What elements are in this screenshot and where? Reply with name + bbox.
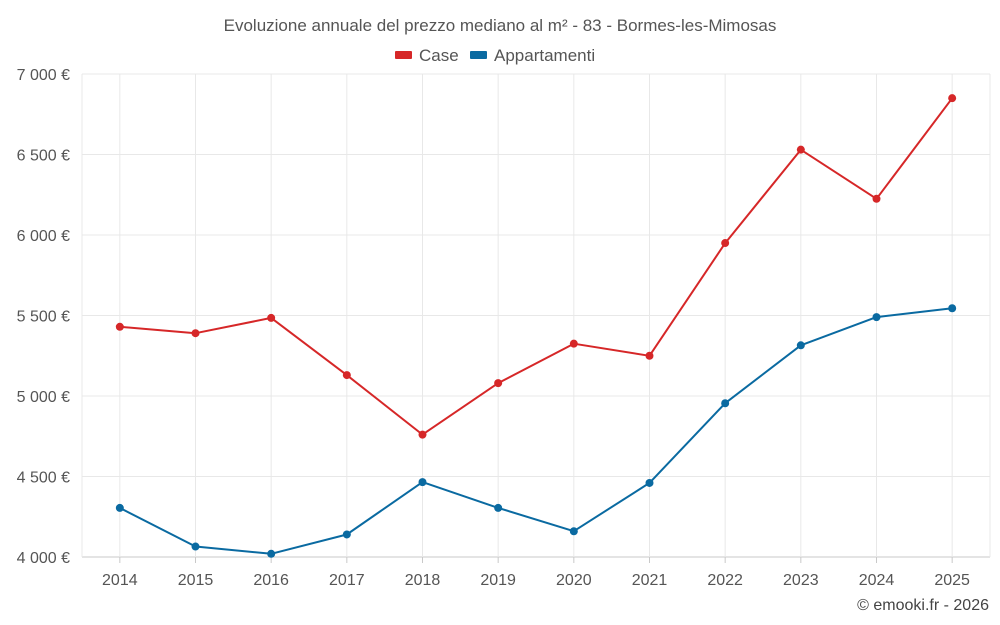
series-points (115, 94, 957, 558)
y-tick-label: 6 500 € (17, 148, 70, 165)
x-tick-label: 2019 (480, 572, 516, 589)
y-axis-labels: 4 000 € 4 500 € 5 000 € 5 500 € 6 000 € 6 500… (17, 67, 70, 567)
data-point-case-2024[interactable] (872, 194, 881, 203)
legend: Case Appartamenti (395, 46, 595, 65)
x-tick-label: 2017 (329, 572, 365, 589)
data-point-appartamenti-2020[interactable] (569, 527, 578, 536)
x-tick-label: 2024 (859, 572, 895, 589)
data-point-case-2019[interactable] (494, 379, 503, 388)
legend-swatch-case (395, 51, 412, 59)
y-tick-label: 6 000 € (17, 228, 70, 245)
data-point-appartamenti-2018[interactable] (418, 478, 427, 487)
data-point-appartamenti-2025[interactable] (948, 304, 957, 313)
data-point-case-2023[interactable] (796, 145, 805, 154)
series-line-appartamenti (119, 307, 953, 555)
y-tick-label: 4 500 € (17, 470, 70, 487)
data-point-appartamenti-2024[interactable] (872, 313, 881, 322)
x-tick-label: 2020 (556, 572, 592, 589)
data-point-case-2025[interactable] (948, 94, 957, 103)
x-gridlines (81, 74, 991, 563)
data-point-appartamenti-2016[interactable] (267, 549, 276, 558)
data-point-case-2016[interactable] (267, 313, 276, 322)
data-point-appartamenti-2019[interactable] (494, 503, 503, 512)
series-line-case (119, 97, 953, 436)
data-point-appartamenti-2021[interactable] (645, 478, 654, 487)
data-point-case-2020[interactable] (569, 339, 578, 348)
x-tick-label: 2014 (102, 572, 138, 589)
data-point-case-2017[interactable] (342, 371, 351, 380)
chart-title: Evoluzione annuale del prezzo mediano al… (224, 16, 777, 35)
y-tick-label: 7 000 € (17, 67, 70, 84)
data-point-appartamenti-2015[interactable] (191, 542, 200, 551)
series-lines (119, 97, 953, 555)
x-tick-label: 2022 (707, 572, 743, 589)
data-point-appartamenti-2014[interactable] (115, 503, 124, 512)
legend-swatch-appartamenti (470, 51, 487, 59)
data-point-case-2018[interactable] (418, 430, 427, 439)
y-tick-label: 5 000 € (17, 389, 70, 406)
x-tick-label: 2018 (405, 572, 441, 589)
x-tick-label: 2016 (253, 572, 289, 589)
data-point-appartamenti-2023[interactable] (796, 341, 805, 350)
x-axis-labels: 2014 2015 2016 2017 2018 2019 2020 2021 2022 2023… (102, 572, 970, 589)
y-tick-label: 5 500 € (17, 309, 70, 326)
data-point-appartamenti-2022[interactable] (721, 399, 730, 408)
data-point-case-2015[interactable] (191, 329, 200, 338)
data-point-appartamenti-2017[interactable] (342, 530, 351, 539)
y-gridlines (82, 73, 990, 558)
x-tick-label: 2023 (783, 572, 819, 589)
x-tick-label: 2025 (934, 572, 970, 589)
data-point-case-2022[interactable] (721, 239, 730, 248)
data-point-case-2021[interactable] (645, 351, 654, 360)
data-point-case-2014[interactable] (115, 322, 124, 331)
y-tick-label: 4 000 € (17, 550, 70, 567)
x-tick-label: 2015 (178, 572, 214, 589)
legend-label-case: Case (419, 46, 459, 65)
x-tick-label: 2021 (632, 572, 668, 589)
legend-item-appartamenti[interactable]: Appartamenti (470, 46, 595, 65)
legend-item-case[interactable]: Case (395, 46, 459, 65)
credit-text: © emooki.fr - 2026 (857, 597, 989, 614)
legend-label-appartamenti: Appartamenti (494, 46, 595, 65)
